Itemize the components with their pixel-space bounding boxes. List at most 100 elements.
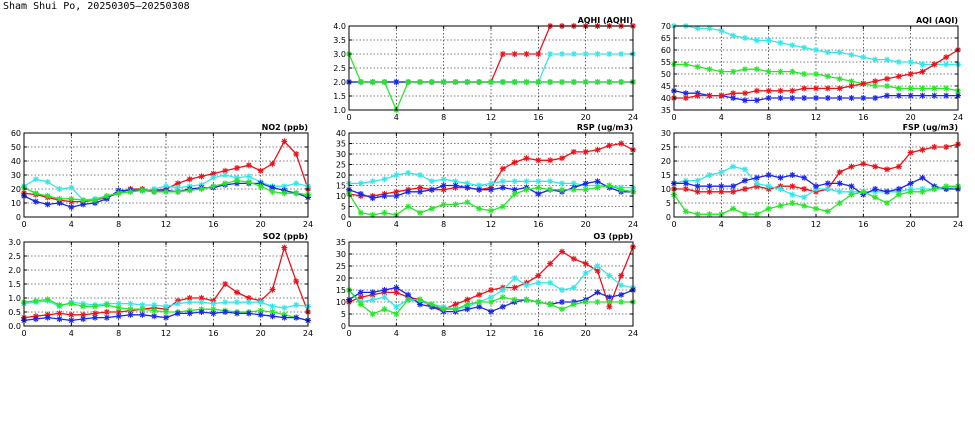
data-point-blue: [824, 180, 831, 187]
data-point-blue: [269, 184, 276, 191]
data-point-blue: [440, 182, 447, 189]
data-point-blue: [369, 289, 376, 296]
data-point-green: [186, 187, 193, 194]
data-point-red: [570, 255, 577, 262]
data-point-cyan: [535, 178, 542, 185]
data-point-blue: [919, 174, 926, 181]
data-point-green: [269, 309, 276, 315]
data-point-blue: [163, 314, 169, 321]
x-tick-label: 20: [256, 220, 266, 229]
data-point-green: [742, 66, 748, 73]
y-tick-label: 15: [336, 182, 346, 191]
data-point-red: [186, 176, 193, 183]
data-point-red: [801, 186, 808, 192]
data-point-red: [293, 151, 300, 157]
data-point-blue: [417, 301, 423, 308]
data-point-blue: [694, 183, 701, 190]
data-point-green: [706, 66, 713, 73]
data-point-red: [694, 188, 701, 195]
y-tick-label: 15: [661, 171, 671, 180]
data-point-cyan: [151, 302, 158, 308]
data-point-cyan: [943, 61, 950, 68]
chart-so2: 0 4 8 12 16 20 24 0.0 0.5 1.0 1.5 2.0 2.5 3.0 SO2 (ppb…: [8, 232, 313, 338]
data-point-green: [535, 79, 542, 85]
data-point-green: [405, 79, 412, 85]
data-point-blue: [848, 95, 855, 101]
data-point-red: [68, 311, 75, 318]
data-point-green: [103, 193, 110, 199]
data-point-green: [499, 79, 506, 85]
data-point-green: [80, 197, 87, 204]
data-point-green: [163, 309, 169, 315]
data-point-blue: [210, 310, 217, 317]
data-point-cyan: [523, 282, 530, 289]
data-point-red: [931, 61, 938, 68]
data-point-blue: [393, 79, 400, 85]
data-point-cyan: [68, 184, 75, 191]
x-tick-label: 4: [69, 329, 74, 338]
data-point-blue: [428, 186, 435, 193]
data-point-blue: [765, 172, 772, 178]
chart-aqi: 0 4 8 12 16 20 24 35 40 45 50 55 60 65 70 AQI (AQI): [661, 16, 963, 122]
data-point-green: [174, 188, 181, 195]
data-point-green: [488, 79, 494, 85]
data-point-green: [103, 302, 110, 308]
chart-fsp: 0 4 8 12 16 20 24 0 5 10 15 20 25 30 FSP (ug/m3): [661, 123, 963, 229]
data-point-green: [381, 306, 388, 313]
y-tick-label: 20: [336, 171, 346, 180]
x-tick-label: 8: [766, 220, 771, 229]
x-tick-label: 16: [208, 329, 218, 338]
data-point-red: [440, 186, 447, 193]
data-point-cyan: [293, 302, 300, 308]
data-point-green: [68, 195, 75, 202]
data-point-cyan: [765, 183, 772, 190]
data-point-blue: [464, 306, 471, 313]
data-point-blue: [594, 289, 601, 296]
x-tick-label: 0: [346, 220, 351, 229]
data-point-green: [269, 188, 276, 195]
data-point-blue: [92, 314, 98, 321]
data-point-blue: [884, 188, 890, 195]
data-point-blue: [151, 313, 158, 320]
data-point-red: [706, 92, 713, 99]
data-point-cyan: [440, 176, 447, 183]
y-tick-label: 5: [666, 199, 671, 208]
data-point-cyan: [393, 303, 400, 310]
data-point-red: [943, 54, 950, 61]
data-point-green: [943, 183, 950, 190]
data-point-cyan: [163, 303, 169, 310]
chart-no2: 0 4 8 12 16 20 24 0 10 20 30 40 50 60 NO2 (ppb): [11, 123, 313, 229]
chart-title: O3 (ppb): [593, 232, 633, 241]
data-point-green: [464, 199, 471, 206]
data-point-red: [210, 170, 217, 177]
data-point-red: [582, 260, 589, 267]
data-point-green: [127, 306, 134, 313]
data-point-green: [210, 306, 217, 313]
data-point-cyan: [127, 300, 134, 307]
data-point-cyan: [417, 172, 423, 178]
data-point-cyan: [547, 178, 554, 185]
data-point-green: [511, 296, 518, 303]
data-point-green: [594, 299, 601, 305]
data-point-blue: [357, 289, 364, 296]
data-point-cyan: [234, 299, 240, 306]
data-point-green: [44, 193, 51, 199]
x-tick-label: 24: [628, 113, 638, 122]
data-point-red: [872, 78, 879, 85]
data-point-red: [582, 148, 589, 155]
data-point-red: [777, 87, 784, 94]
data-point-red: [245, 295, 252, 301]
data-point-green: [535, 299, 542, 305]
data-point-cyan: [381, 176, 388, 183]
data-point-red: [742, 186, 748, 192]
data-point-cyan: [919, 61, 926, 68]
data-point-blue: [777, 174, 784, 181]
data-point-green: [872, 194, 879, 201]
data-point-blue: [765, 95, 772, 101]
data-point-green: [682, 61, 689, 68]
data-point-green: [417, 209, 423, 216]
data-point-blue: [499, 303, 506, 310]
data-point-green: [547, 301, 554, 308]
data-point-blue: [884, 92, 890, 99]
data-point-green: [801, 202, 808, 209]
